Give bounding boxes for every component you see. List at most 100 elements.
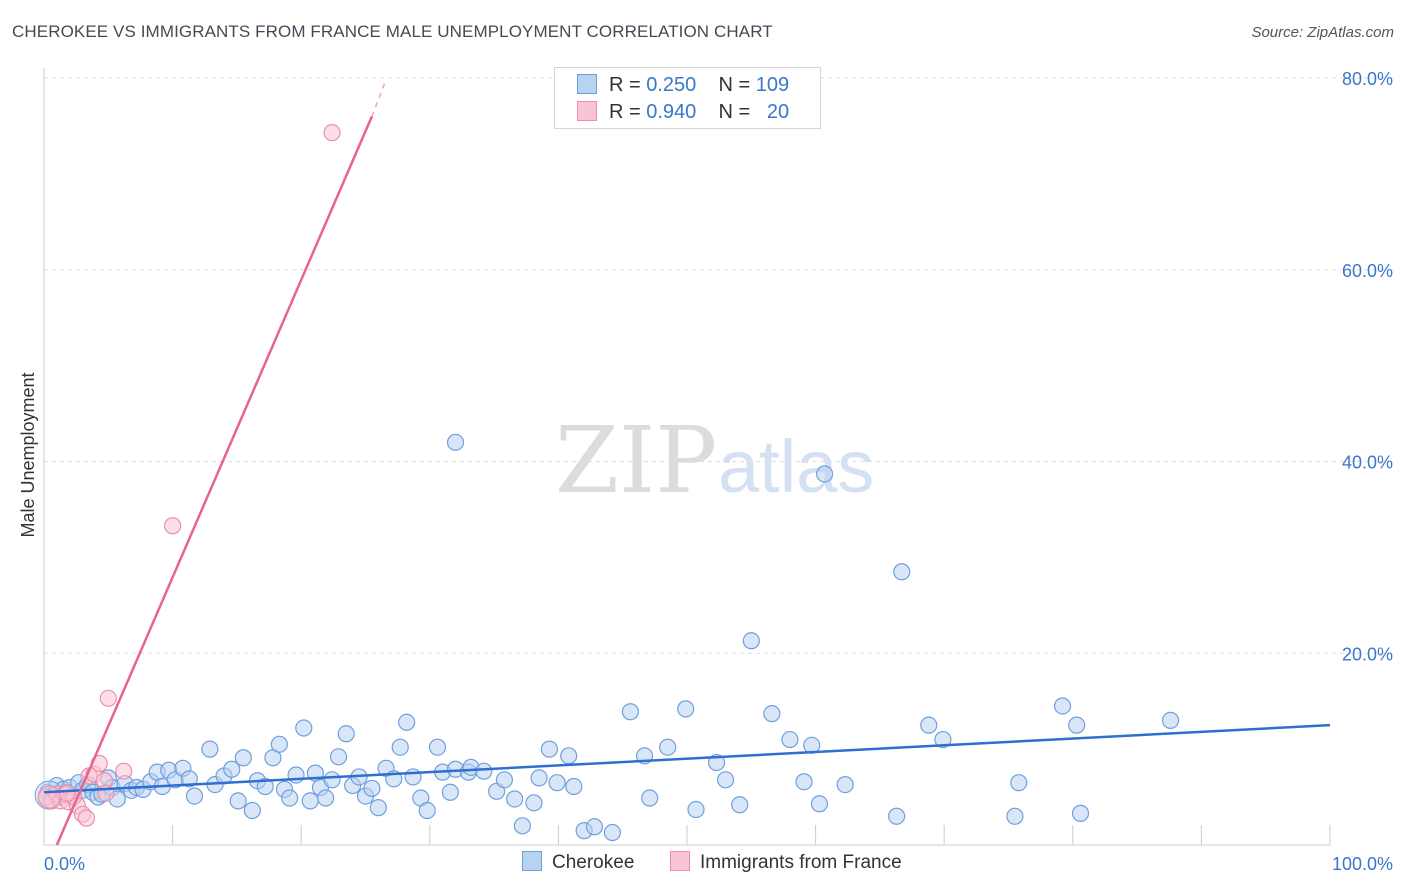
cherokee-point xyxy=(337,725,355,743)
legend-n-label: N = xyxy=(718,74,751,96)
cherokee-point xyxy=(836,775,854,794)
legend-n-label: N = xyxy=(718,101,751,123)
cherokee-point xyxy=(234,749,252,767)
france-point xyxy=(77,809,96,827)
y-tick-label: 20.0% xyxy=(1342,644,1393,664)
cherokee-point xyxy=(201,740,219,758)
x-tick-label: 100.0% xyxy=(1332,854,1393,874)
cherokee-point xyxy=(223,760,241,778)
series-legend-france: Immigrants from France xyxy=(670,850,902,874)
cherokee-point xyxy=(243,801,261,820)
y-tick-label: 40.0% xyxy=(1342,453,1393,473)
cherokee-point xyxy=(763,705,781,723)
cherokee-point xyxy=(1010,774,1028,792)
cherokee-point xyxy=(295,719,313,737)
trendlines xyxy=(43,82,1331,846)
cherokee-point xyxy=(1071,804,1090,822)
france-points xyxy=(37,124,341,827)
france-point xyxy=(164,517,182,535)
cherokee-point xyxy=(495,771,513,789)
tick-labels: 20.0% 40.0% 60.0% 80.0% 0.0% 100.0% xyxy=(44,69,1393,874)
france-trendline-extension xyxy=(371,82,386,117)
cherokee-point xyxy=(621,703,640,721)
watermark-atlas: atlas xyxy=(718,425,874,508)
chart-title: CHEROKEE VS IMMIGRANTS FROM FRANCE MALE … xyxy=(12,22,773,41)
cherokee-point xyxy=(446,433,465,451)
cherokee-point xyxy=(404,768,422,786)
france-point xyxy=(323,124,341,142)
legend-swatch-cherokee xyxy=(577,73,597,94)
cherokee-point xyxy=(229,792,247,810)
cherokee-point xyxy=(180,770,198,788)
legend-r-label: R = xyxy=(609,74,641,96)
legend-r-value-cherokee: 0.250 xyxy=(646,74,697,96)
cherokee-point xyxy=(677,700,695,718)
source-credit: Source: ZipAtlas.com xyxy=(1251,24,1394,41)
cherokee-point xyxy=(530,769,548,787)
series-legend-cherokee: Cherokee xyxy=(522,850,635,874)
cherokee-point xyxy=(716,771,735,789)
legend-row-cherokee: R = 0.250 N = 109 xyxy=(577,73,790,100)
cherokee-point xyxy=(317,789,335,807)
cherokee-point xyxy=(540,740,558,758)
cherokee-point xyxy=(513,817,531,835)
series-swatch-france xyxy=(670,850,690,871)
cherokee-point xyxy=(391,738,409,756)
cherokee-point xyxy=(641,789,659,807)
cherokee-point xyxy=(781,730,799,749)
cherokee-point xyxy=(418,801,436,820)
cherokee-point xyxy=(256,777,274,796)
cherokee-point xyxy=(548,774,566,792)
cherokee-point xyxy=(441,783,459,801)
cherokee-point xyxy=(742,632,760,650)
cherokee-point xyxy=(475,762,493,780)
legend-n-value-cherokee: 109 xyxy=(755,74,790,96)
cherokee-point xyxy=(329,748,348,766)
series-swatch-cherokee xyxy=(522,850,542,871)
cherokee-point xyxy=(603,823,622,842)
legend-row-france: R = 0.940 N = 20 xyxy=(577,100,790,127)
series-label-france: Immigrants from France xyxy=(700,852,902,873)
gridlines xyxy=(44,77,1395,654)
cherokee-point xyxy=(795,773,813,791)
legend-n-value-france: 20 xyxy=(766,101,790,123)
cherokee-trendline xyxy=(43,723,1331,794)
cherokee-point xyxy=(816,465,834,483)
axes xyxy=(43,68,1331,846)
cherokee-point xyxy=(659,738,677,756)
cherokee-point xyxy=(525,794,543,812)
cherokee-point xyxy=(893,563,911,581)
watermark: ZIP atlas xyxy=(555,407,874,514)
france-point xyxy=(115,762,133,780)
cherokee-point xyxy=(888,807,906,825)
watermark-zip: ZIP xyxy=(555,407,717,514)
cherokee-point xyxy=(1161,711,1180,729)
cherokee-point xyxy=(810,795,829,813)
x-tick-label: 0.0% xyxy=(44,854,85,874)
cherokee-point xyxy=(560,747,578,765)
france-trendline xyxy=(55,115,374,846)
cherokee-point xyxy=(585,818,604,836)
cherokee-point xyxy=(934,730,952,749)
cherokee-point xyxy=(731,796,749,814)
series-label-cherokee: Cherokee xyxy=(552,852,635,873)
cherokee-point xyxy=(281,789,299,807)
cherokee-point xyxy=(185,787,204,805)
france-point xyxy=(99,689,117,707)
france-point xyxy=(37,785,61,809)
cherokee-point xyxy=(301,792,319,810)
y-axis-label: Male Unemployment xyxy=(18,372,38,537)
legend-swatch-france xyxy=(577,100,597,121)
stats-legend: R = 0.250 N = 109 R = 0.940 N = 20 xyxy=(554,67,821,129)
cherokee-point xyxy=(687,800,705,819)
france-point xyxy=(58,784,76,802)
cherokee-point xyxy=(1053,697,1072,715)
y-tick-label: 80.0% xyxy=(1342,69,1393,89)
cherokee-point xyxy=(363,779,381,798)
y-tick-label: 60.0% xyxy=(1342,261,1393,281)
cherokee-point xyxy=(920,716,938,734)
cherokee-point xyxy=(565,777,583,796)
cherokee-point xyxy=(323,771,341,789)
cherokee-point xyxy=(506,790,524,808)
